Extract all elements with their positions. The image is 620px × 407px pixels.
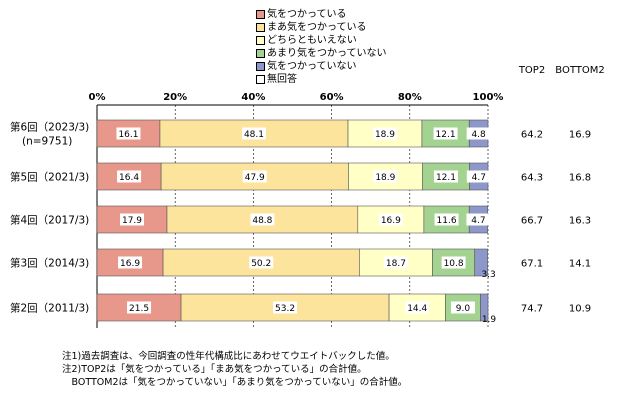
- data-label-bg: [466, 127, 491, 140]
- legend-item: あまり気をつかっていない: [256, 47, 387, 60]
- x-tick-label: 20%: [163, 92, 187, 103]
- data-label-bg: [441, 256, 466, 269]
- data-label: 16.1: [118, 130, 138, 140]
- note-2: 注2)TOP2は「気をつかっている」「まあ気をつかっている」の合計値。: [62, 364, 367, 375]
- data-label-bg: [273, 301, 298, 314]
- data-label: 18.7: [386, 259, 406, 269]
- bottom2-value: 16.3: [569, 216, 591, 227]
- bar-segment: [474, 248, 488, 277]
- data-label-bg: [249, 256, 274, 269]
- data-label-bg: [127, 301, 152, 314]
- legend-item: まあ気をつかっている: [256, 21, 387, 34]
- data-label-bg: [241, 127, 266, 140]
- data-label: 14.4: [407, 304, 427, 314]
- legend-item: どちらともいえない: [256, 34, 387, 47]
- top2-value: 64.3: [521, 173, 543, 184]
- data-label: 9.0: [456, 304, 471, 314]
- data-label-bg: [466, 213, 491, 226]
- legend-item: 無回答: [256, 73, 387, 86]
- data-label-bg: [378, 213, 403, 226]
- data-label: 16.9: [381, 216, 401, 226]
- bottom2-header: BOTTOM2: [555, 65, 604, 76]
- data-label: 4.7: [471, 216, 485, 226]
- legend-swatch: [256, 62, 265, 71]
- x-tick-label: 100%: [473, 92, 504, 103]
- category-label: 第6回（2023/3): [10, 121, 89, 134]
- category-label: 第4回（2017/3): [10, 214, 89, 227]
- legend-item: 気をつかっていない: [256, 60, 387, 73]
- data-label: 10.8: [444, 259, 464, 269]
- data-label: 50.2: [251, 259, 271, 269]
- data-label-bg: [118, 256, 143, 269]
- top2-header: TOP2: [518, 65, 545, 76]
- legend-item: 気をつかっている: [256, 8, 387, 21]
- x-tick-label: 60%: [320, 92, 344, 103]
- data-label: 16.4: [119, 173, 139, 183]
- note-3: BOTTOM2は「気をつかっていない」「あまり気をつかっていない」の合計値。: [62, 377, 408, 388]
- data-label: 21.5: [129, 304, 149, 314]
- data-label-bg: [434, 213, 459, 226]
- legend-swatch: [256, 23, 265, 32]
- data-label-bg: [119, 213, 144, 226]
- data-label-bg: [372, 127, 397, 140]
- legend-swatch: [256, 75, 265, 84]
- legend-label: あまり気をつかっていない: [267, 48, 387, 59]
- legend-swatch: [256, 49, 265, 58]
- bottom2-value: 16.9: [569, 130, 591, 141]
- data-label-bg: [466, 170, 491, 183]
- data-label: 18.9: [375, 173, 395, 183]
- legend-swatch: [256, 10, 265, 19]
- data-label-bg: [383, 256, 408, 269]
- data-label: 12.1: [436, 130, 456, 140]
- top2-value: 74.7: [521, 304, 543, 315]
- bottom2-value: 10.9: [569, 304, 591, 315]
- data-label: 3.3: [481, 270, 495, 280]
- category-label: 第5回（2021/3): [10, 171, 89, 184]
- legend-label: どちらともいえない: [267, 35, 357, 46]
- data-label: 11.6: [437, 216, 457, 226]
- note-1: 注1)過去調査は、今回調査の性年代構成比にあわせてウエイトバックした値。: [62, 351, 395, 362]
- data-label-bg: [450, 301, 475, 314]
- x-tick-label: 40%: [241, 92, 265, 103]
- data-label: 1.9: [482, 315, 497, 325]
- data-label: 12.1: [436, 173, 456, 183]
- category-label: 第3回（2014/3): [10, 257, 89, 270]
- legend-label: まあ気をつかっている: [267, 22, 367, 33]
- data-label-bg: [405, 301, 430, 314]
- data-label: 16.9: [120, 259, 140, 269]
- data-label: 48.1: [244, 130, 264, 140]
- legend-label: 無回答: [267, 74, 297, 85]
- data-label: 17.9: [122, 216, 142, 226]
- top2-value: 67.1: [521, 259, 543, 270]
- legend-label: 気をつかっていない: [267, 61, 357, 72]
- data-label-bg: [433, 170, 458, 183]
- data-label-bg: [250, 213, 275, 226]
- bar-segment: [480, 293, 489, 322]
- data-label: 47.9: [245, 173, 265, 183]
- data-label-bg: [373, 170, 398, 183]
- legend-swatch: [256, 36, 265, 45]
- x-tick-label: 0%: [89, 92, 106, 103]
- notes: 注1)過去調査は、今回調査の性年代構成比にあわせてウエイトバックした値。 注2)…: [62, 350, 407, 389]
- data-label-bg: [433, 127, 458, 140]
- data-label: 18.9: [375, 130, 395, 140]
- legend: 気をつかっているまあ気をつかっている どちらともいえないあまり気をつかっていない気…: [256, 8, 387, 86]
- data-label: 4.8: [471, 130, 486, 140]
- top2-value: 66.7: [521, 216, 543, 227]
- data-label-bg: [116, 127, 141, 140]
- top2-value: 64.2: [521, 130, 543, 141]
- data-label-bg: [117, 170, 142, 183]
- data-label: 4.7: [472, 173, 486, 183]
- bottom2-value: 16.8: [569, 173, 591, 184]
- x-tick-label: 80%: [398, 92, 422, 103]
- bottom2-value: 14.1: [569, 259, 591, 270]
- legend-label: 気をつかっている: [267, 9, 347, 20]
- category-label: (n=9751): [22, 136, 72, 148]
- data-label: 53.2: [275, 304, 295, 314]
- category-label: 第2回（2011/3): [10, 302, 89, 315]
- data-label-bg: [242, 170, 267, 183]
- data-label: 48.8: [252, 216, 272, 226]
